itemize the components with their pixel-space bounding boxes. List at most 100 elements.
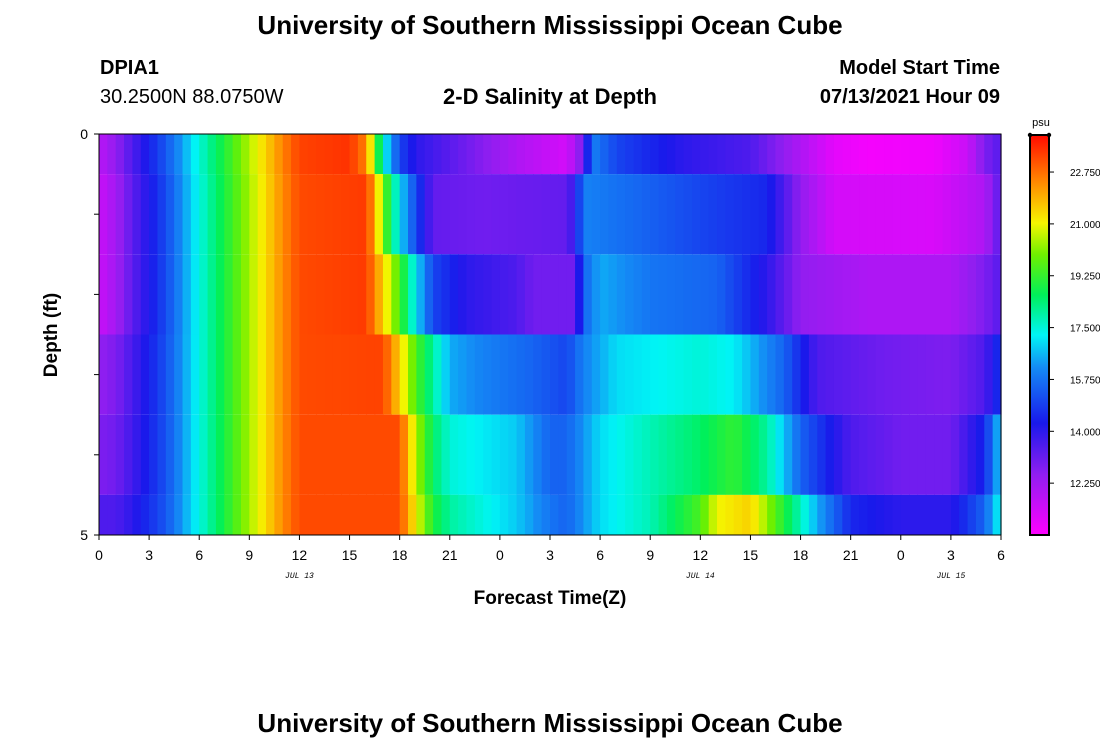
heat-cell: [516, 254, 526, 335]
heat-cell: [867, 414, 877, 495]
x-tick-label: 6: [195, 547, 203, 563]
heat-cell: [650, 174, 660, 255]
heat-cell: [566, 134, 576, 175]
x-tick-label: 9: [245, 547, 253, 563]
heat-cell: [850, 254, 860, 335]
heat-cell: [700, 254, 710, 335]
heat-cell: [224, 334, 234, 415]
heat-cell: [800, 334, 810, 415]
heat-cell: [240, 494, 250, 535]
heat-cell: [600, 494, 610, 535]
heat-cell: [842, 334, 852, 415]
heat-cell: [174, 414, 184, 495]
heat-cell: [349, 414, 359, 495]
heat-cell: [140, 254, 150, 335]
heat-cell: [249, 414, 259, 495]
heat-cell: [800, 134, 810, 175]
heat-cell: [257, 494, 267, 535]
heat-cell: [700, 414, 710, 495]
heat-cell: [499, 334, 509, 415]
heat-cell: [608, 494, 618, 535]
colorbar-ticks: 22.750 21.000 19.250 17.500 15.750 14.000 12.2…: [1049, 168, 1100, 490]
heat-cell: [859, 254, 868, 335]
heat-cell: [257, 174, 267, 255]
heat-cell: [859, 494, 868, 535]
heat-cell: [332, 174, 342, 255]
heat-cell: [516, 174, 526, 255]
heat-cell: [842, 414, 852, 495]
heat-cell: [458, 254, 468, 335]
heat-cell: [984, 494, 994, 535]
heat-cell: [909, 414, 919, 495]
heat-cell: [608, 414, 618, 495]
heat-cell: [324, 494, 334, 535]
heat-cell: [583, 414, 593, 495]
heat-cell: [232, 494, 242, 535]
heat-cell: [99, 334, 108, 415]
heat-cell: [800, 254, 810, 335]
heat-cell: [817, 174, 827, 255]
heat-cell: [817, 334, 827, 415]
heat-cell: [307, 254, 317, 335]
heat-cell: [424, 494, 434, 535]
heat-cell: [550, 414, 559, 495]
heat-cell: [959, 134, 969, 175]
heat-cell: [165, 174, 175, 255]
heat-cell: [399, 494, 409, 535]
heat-cell: [767, 334, 777, 415]
date-label: JUL 14: [686, 572, 715, 581]
heat-cell: [934, 254, 944, 335]
heat-cell: [341, 134, 351, 175]
heat-cell: [725, 414, 735, 495]
heat-cell: [700, 494, 710, 535]
heat-cell: [583, 334, 593, 415]
heat-cell: [274, 414, 284, 495]
heat-cell: [792, 494, 802, 535]
heat-cell: [675, 414, 685, 495]
heat-cell: [408, 414, 417, 495]
heat-cell: [357, 174, 367, 255]
heat-cell: [817, 414, 827, 495]
heat-cell: [900, 174, 910, 255]
heat-cell: [984, 254, 994, 335]
colorbar-tick-label: 19.250: [1070, 272, 1100, 283]
heat-cell: [750, 254, 760, 335]
heat-cell: [215, 134, 225, 175]
heat-cell: [249, 494, 259, 535]
heat-cell: [550, 134, 559, 175]
heat-cell: [934, 494, 944, 535]
heat-cell: [541, 414, 551, 495]
heat-cell: [274, 134, 284, 175]
x-axis: 0 3 6 9 12 15 18 21 0 3 6 9 12 15 18 21 0 3 6 JUL 13 JUL 14 J…: [95, 535, 1005, 581]
heat-cell: [959, 334, 969, 415]
heat-cell: [616, 174, 626, 255]
heat-cell: [758, 414, 768, 495]
heat-cell: [859, 174, 868, 255]
heat-cell: [541, 174, 551, 255]
heat-cell: [792, 334, 802, 415]
heat-cell: [733, 254, 743, 335]
heat-cell: [558, 134, 568, 175]
heat-cell: [341, 174, 351, 255]
heat-cell: [808, 174, 818, 255]
heat-cell: [382, 254, 392, 335]
heat-cell: [884, 414, 894, 495]
heat-cell: [349, 174, 359, 255]
heat-cell: [691, 494, 701, 535]
heat-cell: [842, 494, 852, 535]
heat-cell: [583, 174, 593, 255]
heat-cell: [842, 134, 852, 175]
heat-cell: [416, 334, 426, 415]
heat-cell: [641, 414, 651, 495]
heat-cell: [608, 334, 618, 415]
heat-cell: [992, 414, 1002, 495]
heat-cell: [341, 494, 351, 535]
heat-cell: [742, 254, 752, 335]
heat-cell: [833, 334, 843, 415]
heat-cell: [900, 254, 910, 335]
x-tick-label: 6: [997, 547, 1005, 563]
heat-cell: [107, 334, 117, 415]
heat-cell: [566, 414, 576, 495]
heat-cell: [524, 494, 534, 535]
heat-cell: [257, 134, 267, 175]
